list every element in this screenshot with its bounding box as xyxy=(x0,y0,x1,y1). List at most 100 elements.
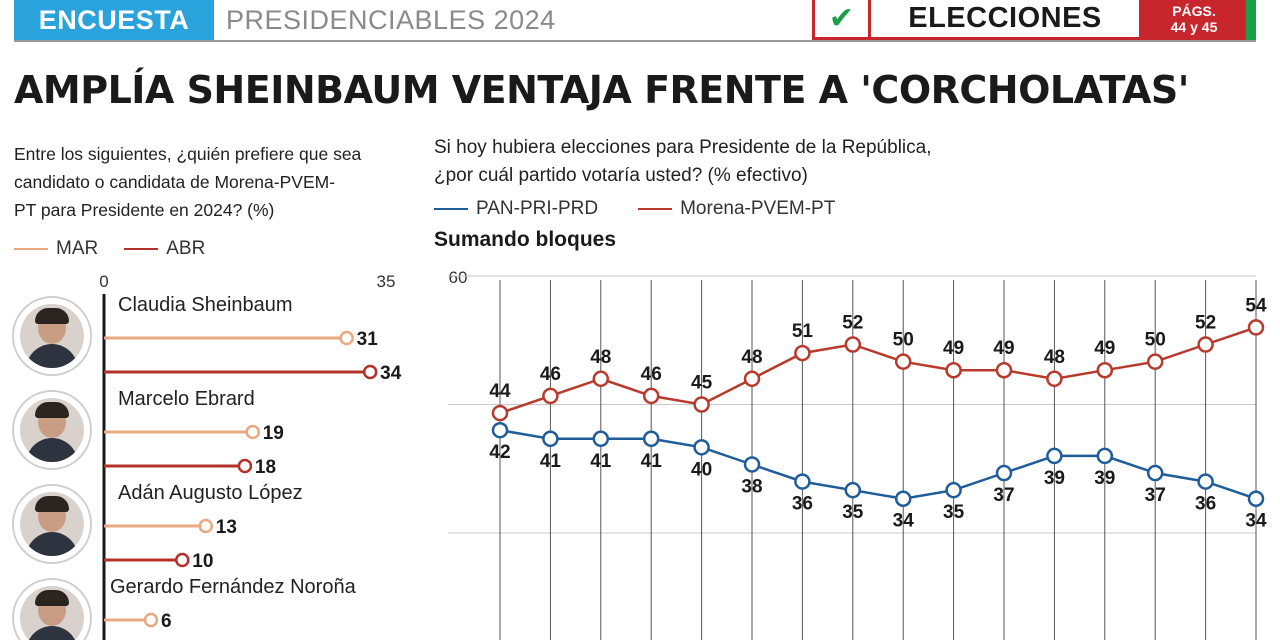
candidate-name: Claudia Sheinbaum xyxy=(118,294,293,316)
check-icon: ✔ xyxy=(815,0,871,39)
morena-point xyxy=(1146,353,1164,370)
photo-part xyxy=(26,438,78,462)
bar-chart-question: Entre los siguientes, ¿quién prefiere qu… xyxy=(14,140,414,224)
pan-pri-prd-point xyxy=(995,464,1013,482)
pan-pri-prd-point xyxy=(945,481,962,499)
candidate-photo xyxy=(12,578,92,640)
bar-value-label: 34 xyxy=(380,363,402,384)
morena-point xyxy=(844,336,862,353)
pan-pri-prd-value-label: 34 xyxy=(1245,511,1267,532)
bar-end-marker xyxy=(237,458,253,474)
morena-value-label: 48 xyxy=(1044,347,1065,368)
candidate-name: Adán Augusto López xyxy=(118,482,303,504)
photo-part xyxy=(20,586,84,640)
pan-pri-prd-value-label: 41 xyxy=(641,451,663,472)
morena-point xyxy=(693,396,710,413)
pan-pri-prd-point xyxy=(1046,447,1063,465)
candidate-bar-chart: 0 35 31 34 19 18 13 10 6 Claudia Sheinbaum Marcel… xyxy=(0,260,420,640)
morena-value-label: 49 xyxy=(943,338,964,359)
morena-point xyxy=(491,404,509,422)
morena-point xyxy=(592,370,610,388)
morena-point xyxy=(1197,336,1214,353)
morena-point xyxy=(1046,370,1063,388)
morena-value-label: 48 xyxy=(590,347,611,368)
legend-label-pan: PAN-PRI-PRD xyxy=(476,198,599,219)
photo-part xyxy=(35,308,69,324)
pan-pri-prd-value-label: 37 xyxy=(1145,485,1166,506)
bar-end-marker xyxy=(362,364,378,380)
pan-pri-prd-line xyxy=(499,428,1257,500)
legend-label-abr: ABR xyxy=(166,238,206,259)
morena-value-label: 54 xyxy=(1245,295,1267,316)
pan-pri-prd-value-label: 42 xyxy=(489,442,510,463)
photo-part xyxy=(26,626,78,640)
photo-part xyxy=(35,590,69,606)
bar-end-marker xyxy=(339,330,354,346)
pan-pri-prd-point xyxy=(491,421,509,439)
photo-part xyxy=(20,304,84,368)
morena-point xyxy=(794,344,811,362)
morena-value-label: 51 xyxy=(792,321,814,342)
morena-value-label: 45 xyxy=(691,373,713,394)
morena-point xyxy=(642,387,660,405)
pan-pri-prd-point xyxy=(642,430,660,448)
pages-numbers: 44 y 45 xyxy=(1170,19,1218,35)
pan-pri-prd-value-label: 38 xyxy=(741,476,762,497)
section-tag: ENCUESTA xyxy=(14,0,214,40)
bar-question-line: Entre los siguientes, ¿quién prefiere qu… xyxy=(14,144,362,164)
line-chart-svg: 60 44 46 48 46 45 48 51 52 50 49 49 48 49 50 52 54 42 41 41… xyxy=(448,268,1267,640)
bar-value-label: 10 xyxy=(192,551,213,572)
line-chart-question: Si hoy hubiera elecciones para President… xyxy=(434,134,1054,190)
morena-value-label: 46 xyxy=(641,364,662,385)
morena-line xyxy=(499,326,1257,415)
candidate-photo xyxy=(12,390,92,470)
morena-value-label: 52 xyxy=(1195,313,1216,334)
bar-value-label: 6 xyxy=(161,611,172,632)
photo-part xyxy=(35,402,69,418)
morena-point xyxy=(894,353,912,370)
morena-point xyxy=(995,361,1013,379)
morena-value-label: 52 xyxy=(842,313,863,334)
line-chart-subtitle: Sumando bloques xyxy=(434,228,617,251)
morena-value-label: 46 xyxy=(540,364,561,385)
photo-part xyxy=(26,344,78,368)
pan-pri-prd-value-label: 39 xyxy=(1044,468,1065,489)
pan-pri-prd-value-label: 35 xyxy=(943,502,965,523)
morena-point xyxy=(1247,319,1265,336)
pan-pri-prd-point xyxy=(794,473,811,490)
pan-pri-prd-point xyxy=(592,430,610,448)
morena-value-label: 50 xyxy=(893,330,914,351)
elections-banner: ✔ ELECCIONES xyxy=(812,0,1142,40)
headline: AMPLÍA SHEINBAUM VENTAJA FRENTE A 'CORCH… xyxy=(14,68,1189,112)
photo-part xyxy=(20,398,84,462)
bar-value-label: 13 xyxy=(216,517,237,538)
bar-legend: MAR ABR xyxy=(14,238,205,260)
y-tick-label: 60 xyxy=(449,268,468,287)
line-question-line: ¿por cuál partido votaría usted? (% efec… xyxy=(434,165,808,186)
pan-pri-prd-value-label: 40 xyxy=(691,459,712,480)
section-title: PRESIDENCIABLES 2024 xyxy=(226,4,556,35)
line-legend: PAN-PRI-PRD Morena-PVEM-PT xyxy=(434,198,835,220)
bar-end-marker xyxy=(245,424,260,440)
photo-part xyxy=(35,496,69,512)
pages-label: PÁGS. xyxy=(1172,3,1216,19)
bar-end-marker xyxy=(198,518,214,534)
legend-swatch-morena xyxy=(638,207,673,211)
pan-pri-prd-value-label: 37 xyxy=(993,485,1014,506)
pages-badge: PÁGS. 44 y 45 xyxy=(1142,0,1246,40)
x-tick-label: 0 xyxy=(99,272,108,291)
legend-label-mar: MAR xyxy=(56,238,99,259)
pan-pri-prd-value-label: 35 xyxy=(842,502,864,523)
candidate-photo xyxy=(12,484,92,564)
morena-value-label: 50 xyxy=(1145,330,1166,351)
bar-question-line: candidato o candidata de Morena-PVEM- xyxy=(14,172,336,192)
pan-pri-prd-value-label: 36 xyxy=(792,494,813,515)
morena-value-label: 48 xyxy=(741,347,762,368)
morena-value-label: 49 xyxy=(993,338,1014,359)
morena-value-label: 44 xyxy=(489,381,511,402)
pan-pri-prd-value-label: 41 xyxy=(590,451,612,472)
pan-pri-prd-point xyxy=(542,430,559,448)
pan-pri-prd-point xyxy=(894,490,912,507)
legend-swatch-abr xyxy=(124,247,159,251)
pan-pri-prd-point xyxy=(743,456,761,473)
